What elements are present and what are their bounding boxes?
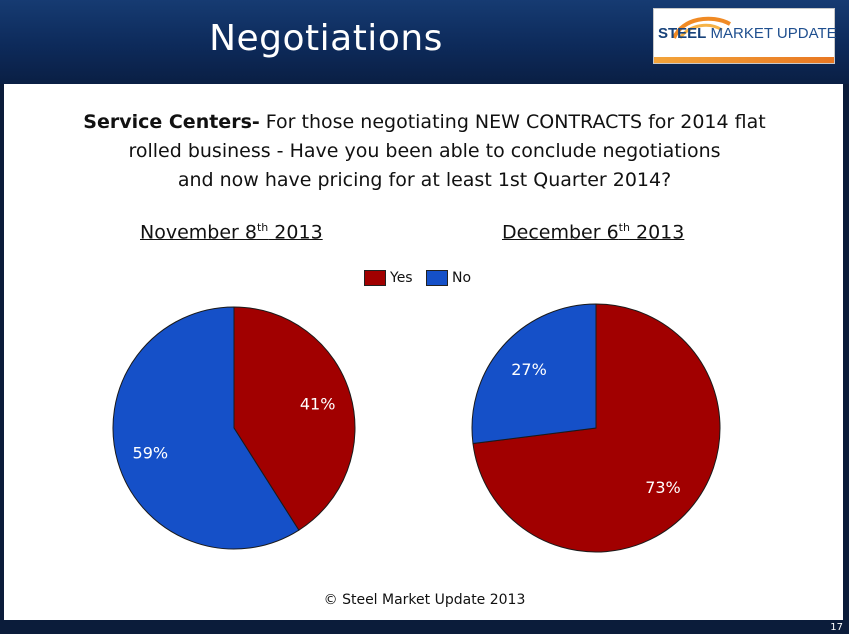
logo-underline	[654, 57, 834, 63]
logo-swirl-icon	[672, 16, 731, 39]
question-line-1-rest: For those negotiating NEW CONTRACTS for …	[259, 111, 766, 133]
survey-question: Service Centers- For those negotiating N…	[0, 108, 849, 195]
chart-2-title-main: December 6	[502, 221, 619, 244]
pie-1-label-yes: 41%	[300, 395, 336, 414]
legend-item-yes: Yes	[364, 270, 413, 286]
legend-swatch-yes	[364, 270, 386, 286]
logo-text: STEEL MARKET UPDATE	[658, 25, 837, 42]
chart-2-title-year: 2013	[629, 221, 685, 244]
question-lead: Service Centers-	[83, 111, 260, 133]
chart-2-title: December 6th 2013	[502, 221, 684, 243]
question-line-3: and now have pricing for at least 1st Qu…	[177, 169, 672, 191]
chart-1-title: November 8th 2013	[140, 221, 323, 243]
pie-1-slice-yes	[233, 306, 356, 531]
logo-text-regular: MARKET UPDATE	[710, 25, 837, 42]
pie-2-label-yes: 73%	[645, 478, 681, 497]
steel-market-update-logo: STEEL MARKET UPDATE	[653, 8, 837, 64]
legend-item-no: No	[426, 270, 471, 286]
chart-1-title-main: November 8	[140, 221, 257, 244]
legend-swatch-no	[426, 270, 448, 286]
page-number: 17	[830, 622, 843, 633]
question-line-1: Service Centers- For those negotiating N…	[0, 108, 849, 137]
legend-label-yes: Yes	[390, 270, 413, 286]
pie-2-label-no: 27%	[511, 360, 547, 379]
chart-1-title-year: 2013	[268, 221, 323, 244]
legend-label-no: No	[452, 270, 472, 286]
pie-1-label-no: 59%	[133, 443, 169, 462]
copyright-text: © Steel Market Update 2013	[323, 592, 526, 608]
question-line-2: rolled business - Have you been able to …	[128, 140, 721, 162]
logo-text-bold: STEEL	[658, 25, 707, 42]
pie-1-slice-no	[112, 306, 300, 550]
chart-2-title-sup: th	[618, 221, 630, 234]
page-title: Negotiations	[209, 18, 443, 59]
pie-2-slice-no	[471, 303, 597, 445]
chart-1-title-sup: th	[256, 221, 269, 234]
